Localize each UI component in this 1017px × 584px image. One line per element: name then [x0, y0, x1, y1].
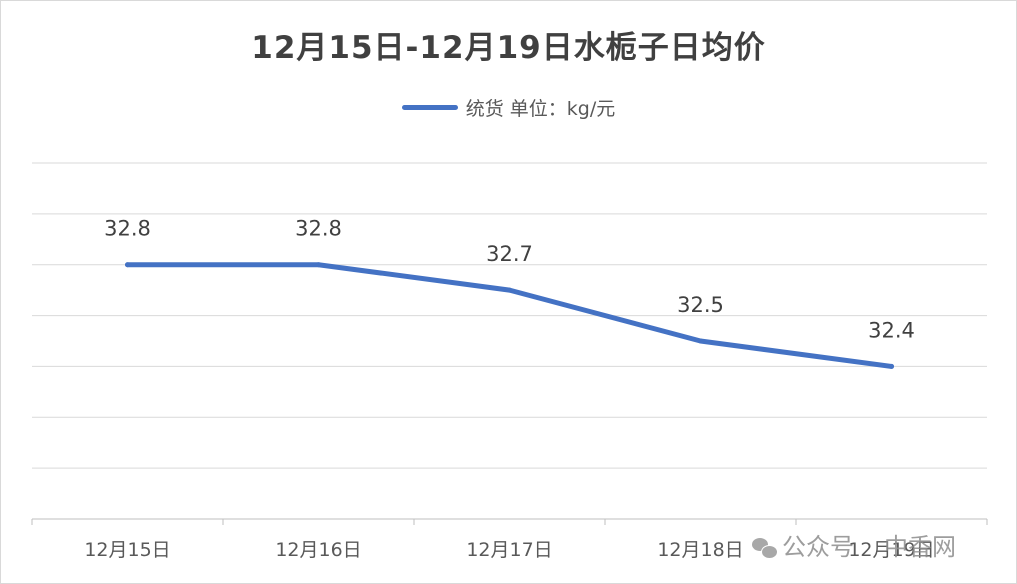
legend-series-name: 统货 单位：kg/元 — [465, 98, 616, 120]
x-tick-label: 12月18日 — [657, 539, 743, 561]
watermark: 公众号 中香网 — [752, 527, 956, 562]
data-label: 32.4 — [868, 318, 915, 342]
data-label: 32.8 — [104, 217, 151, 241]
legend-swatch — [401, 105, 458, 110]
data-point — [698, 338, 703, 344]
data-point — [889, 363, 894, 369]
x-tick-label: 12月15日 — [84, 539, 170, 561]
wechat-icon — [752, 538, 778, 559]
data-label: 32.7 — [486, 242, 533, 266]
x-tick-label: 12月16日 — [275, 539, 361, 561]
watermark-prefix: 公众号 — [782, 533, 854, 561]
data-label: 32.8 — [295, 217, 342, 241]
chart-title: 12月15日-12月19日水栀子日均价 — [251, 30, 766, 66]
x-tick-label: 12月17日 — [466, 539, 552, 561]
x-tick-label: 12月19日 — [848, 539, 934, 561]
data-point — [125, 262, 130, 268]
data-point — [316, 262, 321, 268]
legend: 统货 单位：kg/元 — [0, 94, 1017, 121]
data-label: 32.5 — [677, 293, 724, 317]
watermark-name: 中香网 — [884, 533, 956, 561]
data-point — [507, 287, 512, 293]
